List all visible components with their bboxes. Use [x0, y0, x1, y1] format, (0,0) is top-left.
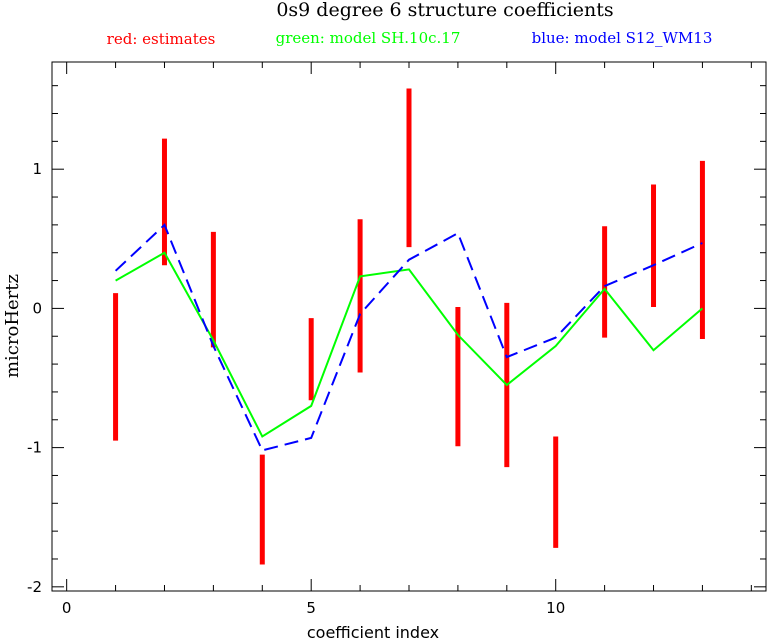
- legend-estimates: red: estimates: [107, 30, 216, 48]
- y-tick-label: -2: [27, 578, 42, 596]
- legend-model-sh10c17: green: model SH.10c.17: [276, 29, 461, 47]
- y-tick-label: -1: [27, 439, 42, 457]
- estimate-error-bars: [113, 88, 705, 565]
- model-lines: [114, 223, 704, 452]
- series-line-sh10c17: [115, 251, 704, 438]
- axis-ticks: [52, 62, 766, 591]
- x-tick-label: 0: [62, 599, 72, 617]
- x-tick-label: 5: [306, 599, 316, 617]
- chart-title: 0s9 degree 6 structure coefficients: [276, 0, 613, 21]
- series-line-s12wm13: [114, 223, 703, 452]
- y-tick-label: 1: [32, 160, 42, 178]
- legend-model-s12wm13: blue: model S12_WM13: [532, 29, 713, 47]
- x-axis-label: coefficient index: [307, 623, 439, 641]
- y-axis-label: microHertz: [2, 274, 23, 378]
- x-tick-labels: 0 5 10: [62, 599, 565, 617]
- y-tick-label: 0: [32, 299, 42, 317]
- y-tick-labels: -2 -1 0 1: [27, 160, 42, 596]
- x-tick-label: 10: [546, 599, 565, 617]
